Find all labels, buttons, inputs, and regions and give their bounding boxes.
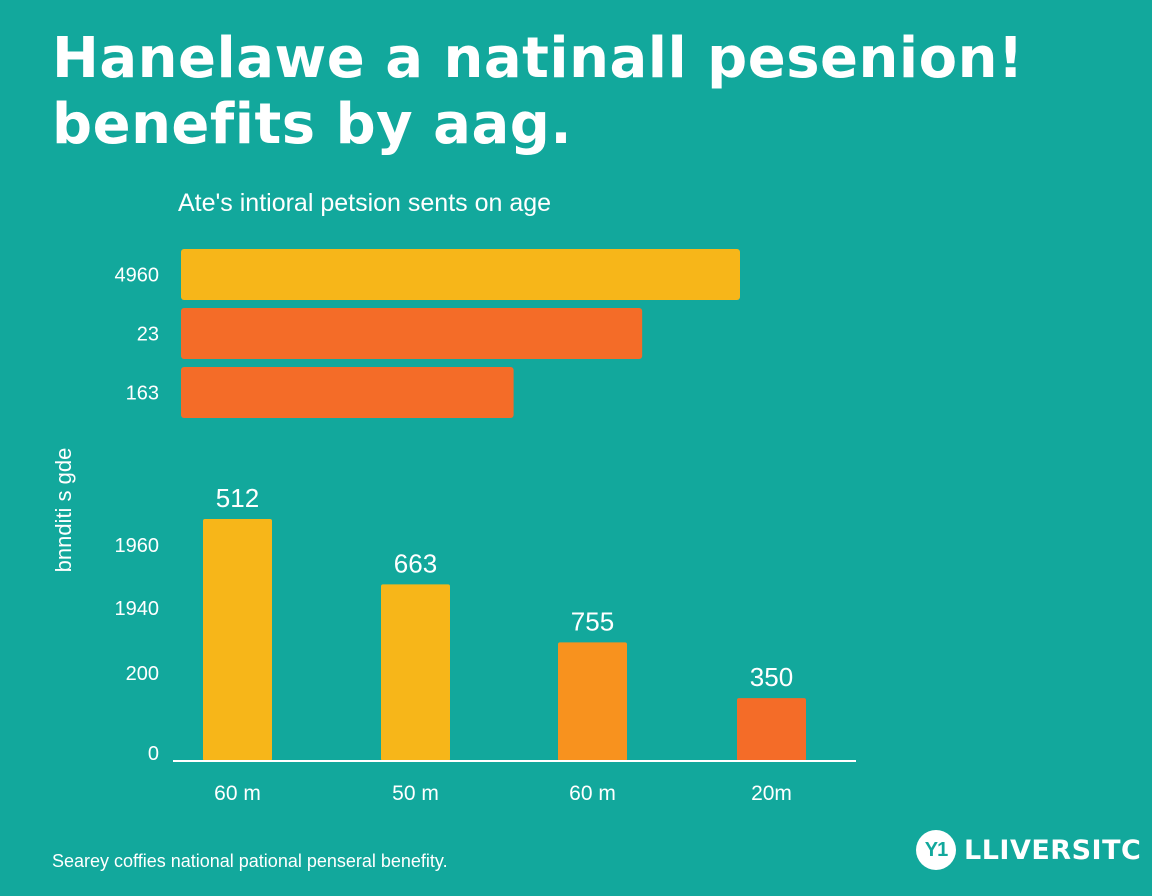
horizontal-chart-title: Ate's intioral petsion sents on age [178, 189, 552, 217]
vbar-value-label-0: 512 [216, 483, 259, 513]
footnote: Searey coffies national pational pensera… [52, 851, 448, 871]
hbar-category-label-0: 4960 [115, 265, 160, 287]
vbar-2 [558, 642, 627, 761]
hbar-category-label-1: 23 [137, 324, 159, 346]
vertical-chart-y-axis-label: bnnditi s gde [51, 447, 76, 573]
x-category-label-1: 50 m [392, 782, 439, 805]
hbar-2 [181, 367, 514, 418]
horizontal-bar-chart: 4960 23 163 [115, 249, 740, 418]
chart-title-line-2: benefits by aag. [52, 92, 573, 157]
hbar-category-label-2: 163 [126, 383, 159, 405]
vbar-3 [737, 698, 806, 761]
hbar-0 [181, 249, 740, 300]
y-tick-label-3: 0 [148, 743, 159, 765]
y-tick-label-2: 200 [126, 663, 159, 685]
brand-logo-icon: Y1 [916, 830, 956, 870]
chart-title-line-1: Hanelawe a natinall pesenion! [52, 26, 1024, 91]
x-category-label-3: 20m [751, 782, 792, 805]
vbar-1 [381, 584, 450, 761]
vbar-value-label-3: 350 [750, 662, 793, 692]
y-tick-label-1: 1940 [115, 598, 160, 620]
hbar-1 [181, 308, 643, 359]
vbar-value-label-1: 663 [394, 548, 437, 578]
vbar-value-label-2: 755 [571, 606, 614, 636]
brand-name: LLIVERSITC [964, 834, 1142, 866]
x-category-label-2: 60 m [569, 782, 616, 805]
x-category-label-0: 60 m [214, 782, 261, 805]
brand: Y1 LLIVERSITC [916, 830, 1141, 870]
vbar-0 [203, 519, 272, 761]
y-tick-label-0: 1960 [115, 535, 160, 557]
chart-title: Hanelawe a natinall pesenion! benefits b… [52, 26, 1052, 158]
